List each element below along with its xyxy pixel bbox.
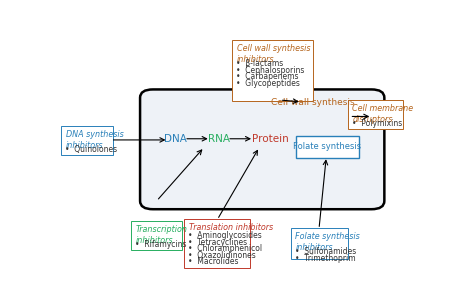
FancyBboxPatch shape bbox=[296, 136, 359, 158]
Text: •  Rifamycins: • Rifamycins bbox=[135, 240, 186, 249]
Text: •  Oxazolidinones: • Oxazolidinones bbox=[188, 251, 256, 260]
FancyBboxPatch shape bbox=[140, 89, 384, 209]
Text: DNA synthesis
inhibitors: DNA synthesis inhibitors bbox=[66, 130, 124, 149]
FancyBboxPatch shape bbox=[131, 221, 182, 250]
Text: Cell wall synthesis
inhibitors: Cell wall synthesis inhibitors bbox=[237, 44, 310, 64]
Text: Translation inhibitors: Translation inhibitors bbox=[189, 223, 273, 231]
Text: DNA: DNA bbox=[164, 134, 186, 144]
Text: •  Carbapenems: • Carbapenems bbox=[236, 72, 299, 81]
Text: •  Sulfonamides: • Sulfonamides bbox=[295, 247, 356, 256]
Text: •  Polymixins: • Polymixins bbox=[352, 119, 402, 128]
FancyBboxPatch shape bbox=[291, 228, 347, 259]
Text: •  Aminoglycosides: • Aminoglycosides bbox=[188, 231, 262, 240]
FancyBboxPatch shape bbox=[61, 126, 112, 155]
Text: Cell membrane
disruptors: Cell membrane disruptors bbox=[352, 104, 413, 124]
Text: •  Glycopeptides: • Glycopeptides bbox=[236, 79, 300, 88]
Text: •  Cephalosporins: • Cephalosporins bbox=[236, 66, 304, 75]
Text: Folate synthesis: Folate synthesis bbox=[293, 142, 362, 152]
Text: •  β-lactams: • β-lactams bbox=[236, 59, 283, 68]
Text: Folate synthesis
inhibitors: Folate synthesis inhibitors bbox=[295, 232, 360, 252]
Text: •  Macrolides: • Macrolides bbox=[188, 257, 239, 266]
FancyBboxPatch shape bbox=[232, 40, 313, 101]
FancyBboxPatch shape bbox=[347, 100, 403, 129]
Text: Protein: Protein bbox=[252, 134, 289, 144]
Text: Transcription
inhibitors: Transcription inhibitors bbox=[136, 225, 188, 245]
Text: •  Quinolones: • Quinolones bbox=[65, 145, 117, 154]
Text: •  Trimethoprim: • Trimethoprim bbox=[295, 253, 356, 263]
Text: •  Chloramphenicol: • Chloramphenicol bbox=[188, 244, 262, 253]
Text: •  Tetracyclines: • Tetracyclines bbox=[188, 238, 247, 247]
FancyBboxPatch shape bbox=[184, 219, 250, 268]
Text: RNA: RNA bbox=[208, 134, 230, 144]
Text: Cell wall synthesis: Cell wall synthesis bbox=[271, 98, 355, 107]
